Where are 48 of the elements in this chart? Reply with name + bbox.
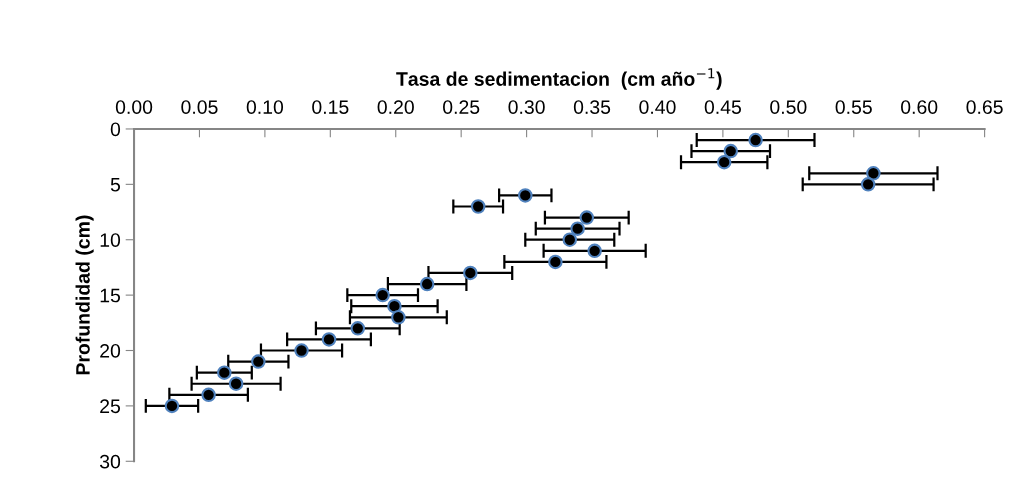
point: [321, 332, 337, 347]
point: [470, 199, 486, 214]
y-tick-label: 20: [100, 343, 121, 358]
x-tick-label: 0.55: [835, 100, 872, 115]
x-tick-label: 0.40: [639, 100, 676, 115]
point: [217, 365, 232, 380]
x-tick-label: 0.30: [508, 100, 545, 115]
x-tick-label: 0.45: [704, 100, 741, 115]
y-tick-label: 10: [100, 233, 121, 247]
x-axis-title: Tasa de sedimentacion (cm año$^{−1}$): [396, 68, 722, 90]
point: [748, 132, 763, 148]
point: [716, 154, 732, 170]
x-tick-label: 0.35: [573, 100, 611, 115]
point: [518, 188, 533, 203]
x-tick-label: 0.10: [246, 100, 284, 115]
y-tick-label: 30: [99, 454, 121, 469]
point: [294, 343, 309, 358]
y-tick-label: 5: [110, 178, 121, 192]
y-tick-label: 15: [100, 288, 121, 303]
point: [419, 276, 435, 292]
point: [251, 354, 266, 369]
x-tick-label: 0.15: [312, 100, 349, 115]
y-tick-label: 0: [110, 122, 121, 137]
y-axis-title: Profundidad (cm): [75, 215, 94, 375]
x-tick-label: 0.65: [966, 100, 1003, 115]
point: [463, 265, 478, 281]
x-tick-label: 0.00: [115, 100, 153, 115]
point: [570, 221, 585, 236]
x-tick-label: 0.05: [181, 100, 218, 115]
point: [387, 298, 402, 314]
y-tick-label: 25: [100, 399, 121, 414]
point: [723, 143, 738, 159]
x-tick-label: 0.25: [443, 100, 480, 115]
point: [866, 166, 881, 181]
point: [391, 310, 406, 325]
point: [201, 387, 216, 403]
x-tick-label: 0.50: [770, 100, 807, 115]
point: [350, 321, 366, 336]
point: [164, 398, 180, 414]
point: [587, 243, 602, 259]
point: [860, 177, 876, 192]
point: [562, 232, 578, 247]
point: [228, 376, 244, 391]
x-tick-label: 0.20: [377, 100, 414, 115]
point: [548, 254, 563, 270]
point: [579, 210, 595, 225]
x-tick-label: 0.60: [901, 100, 938, 115]
point: [375, 287, 390, 303]
